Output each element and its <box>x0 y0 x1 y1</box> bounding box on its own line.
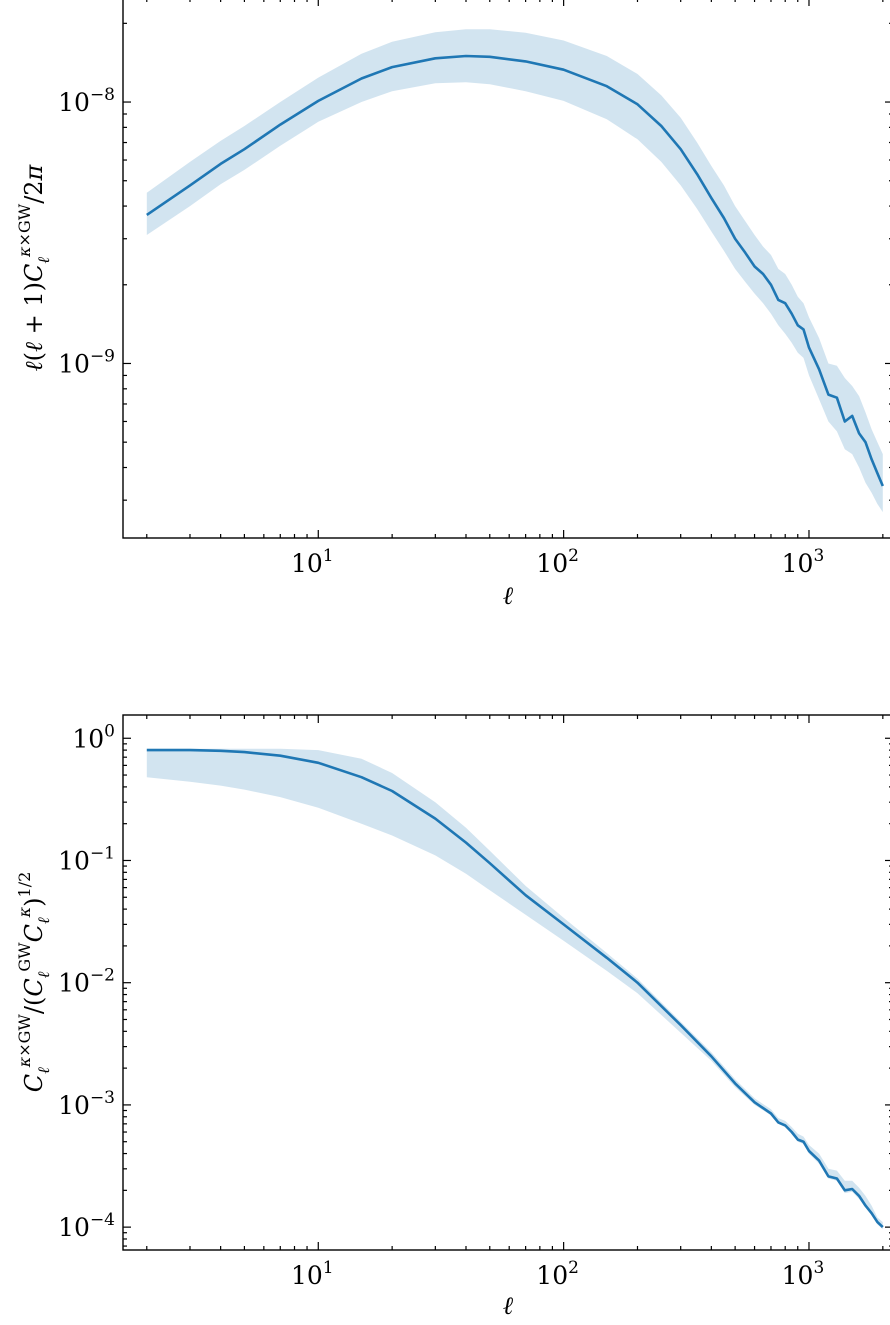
top-series-line <box>146 54 884 487</box>
bottom-x-tick-label: 103 <box>782 1258 825 1290</box>
bottom-plot-frame <box>122 714 890 1251</box>
bottom-series-line-group <box>146 748 884 1229</box>
bottom-confidence-band <box>146 748 883 1230</box>
bottom-y-tick-label: 10−4 <box>58 1210 115 1242</box>
bottom-x-tick-label: 101 <box>291 1258 334 1290</box>
top-x-axis-label: ℓ <box>503 581 514 610</box>
top-confidence-band <box>146 29 883 513</box>
top-y-tick-label: 10−9 <box>58 346 115 378</box>
bottom-confidence-band-group <box>146 748 883 1230</box>
bottom-y-axis-label-group: Cℓκ×GW/(CℓGWCℓκ)1/2 <box>15 872 53 1093</box>
bottom-y-axis-label: Cℓκ×GW/(CℓGWCℓκ)1/2 <box>15 872 53 1093</box>
top-y-axis-label: ℓ(ℓ + 1)Cℓκ×GW/2π <box>15 163 53 371</box>
top-x-tick-label: 103 <box>782 546 825 578</box>
bottom-x-tick-label: 102 <box>536 1258 579 1290</box>
top-y-tick-label: 10−8 <box>58 85 115 117</box>
bottom-panel: 101 102 103 100 10−1 10−2 10−3 10−4 ℓ Cℓκ×GW/(… <box>15 714 890 1320</box>
bottom-x-axis-label: ℓ <box>503 1291 514 1320</box>
bottom-y-ticks: 100 10−1 10−2 10−3 10−4 <box>58 721 890 1247</box>
bottom-series-line <box>146 748 884 1229</box>
top-confidence-band-group <box>146 29 883 513</box>
top-x-ticks: 101 102 103 <box>146 0 884 578</box>
bottom-y-tick-label: 10−1 <box>58 843 115 875</box>
top-series-line-group <box>146 54 884 487</box>
top-x-tick-label: 102 <box>536 546 579 578</box>
top-x-tick-label: 101 <box>291 546 334 578</box>
top-panel: 101 102 103 10−8 10−9 ℓ ℓ(ℓ + 1)Cℓκ×GW/2π <box>15 0 890 610</box>
top-y-axis-label-group: ℓ(ℓ + 1)Cℓκ×GW/2π <box>15 163 53 371</box>
bottom-y-tick-label: 10−2 <box>58 966 115 998</box>
top-plot-frame <box>122 0 890 539</box>
bottom-y-tick-label: 10−3 <box>58 1088 115 1120</box>
bottom-y-tick-label: 100 <box>72 721 115 753</box>
bottom-x-ticks: 101 102 103 <box>146 715 884 1290</box>
